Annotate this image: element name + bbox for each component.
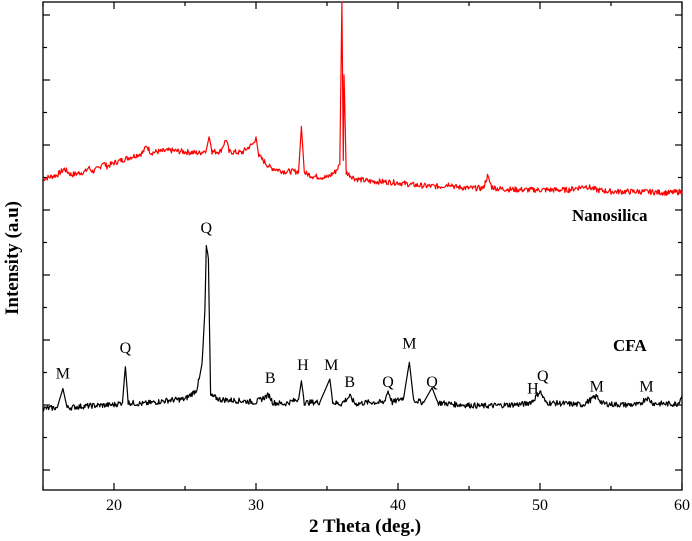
x-tick-label: 50 [532, 497, 548, 514]
peak-label: M [324, 357, 338, 374]
peak-label: H [297, 357, 309, 374]
peak-label: Q [426, 374, 438, 391]
peak-label: H [527, 381, 539, 398]
peak-label: Q [120, 340, 132, 357]
x-tick-label: 60 [674, 497, 690, 514]
x-tick-label: 30 [248, 497, 264, 514]
peak-label: M [56, 366, 70, 383]
peak-label: Q [382, 374, 394, 391]
peak-label: M [402, 336, 416, 353]
series-label-cfa: CFA [613, 336, 647, 355]
series-layer [42, 1, 683, 412]
x-tick-label: 40 [390, 497, 406, 514]
series-line-nanosilica [42, 1, 683, 196]
peak-label: Q [537, 368, 549, 385]
peak-label: M [590, 378, 604, 395]
axes: 20 30 40 50 60 [42, 1, 690, 514]
peak-label: B [344, 374, 355, 391]
y-axis-title: Intensity (a.u) [2, 201, 23, 315]
peak-label: M [639, 378, 653, 395]
x-tick-label: 20 [106, 497, 122, 514]
plot-frame [42, 1, 683, 491]
x-axis-title: 2 Theta (deg.) [309, 516, 421, 537]
series-label-nanosilica: Nanosilica [572, 206, 648, 225]
peak-label: Q [201, 220, 213, 237]
peak-label: B [265, 370, 276, 387]
series-line-cfa [42, 244, 683, 412]
